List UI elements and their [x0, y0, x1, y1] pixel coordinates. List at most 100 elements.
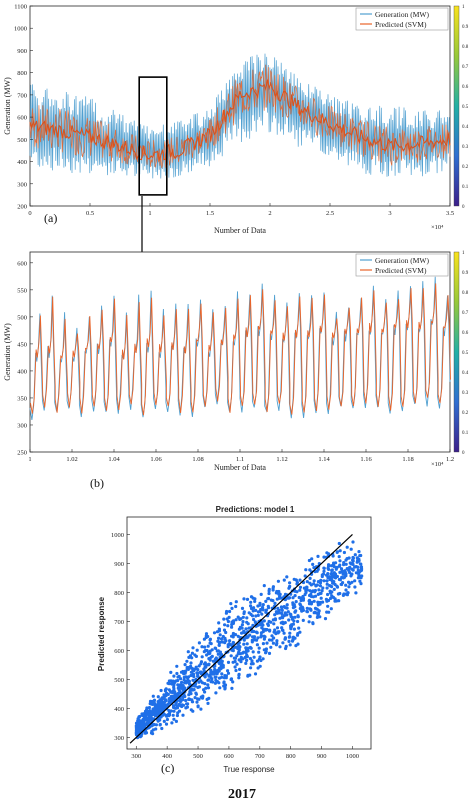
panel-b-xtick-label: 1.06 — [150, 456, 162, 463]
panel-c-xtick-label: 1000 — [346, 753, 359, 760]
predicted-series — [29, 64, 451, 169]
panel-a-ytick-label: 200 — [17, 204, 27, 211]
colorbar-tick-label: 0.2 — [462, 411, 469, 416]
panel-c-xtick-label: 600 — [224, 753, 234, 760]
panel-c-fit-line — [129, 533, 353, 744]
panel-b-xtick-label: 1.08 — [192, 456, 203, 463]
panel-c-xtick-label: 800 — [286, 753, 296, 760]
panel-c-y-axis: 300 400 500 600 700 800 900 1000 — [111, 532, 130, 742]
panel-a-ytick-label: 900 — [17, 48, 27, 55]
panel-a-ylabel: Generation (MW) — [3, 77, 12, 135]
panel-b-ytick-label: 450 — [17, 341, 27, 348]
panel-b-x-axis: 1 1.02 1.04 1.06 1.08 1.1 1.12 1.14 1.16 1.18 1.2 — [28, 449, 454, 463]
panel-c-ytick-label: 300 — [114, 735, 124, 742]
panel-c-caption: 2017 — [228, 787, 256, 802]
panel-b-ytick-label: 500 — [17, 314, 27, 321]
panel-c-ytick-label: 500 — [114, 677, 124, 684]
panel-a-series — [29, 53, 451, 179]
predicted-series-core — [29, 79, 451, 162]
panel-a-x-axis: 0 0.5 1 1.5 2 2.5 3 3.5 — [28, 203, 454, 217]
panel-c-xtick-label: 900 — [317, 753, 327, 760]
panel-a-legend: Generation (MW) Predicted (SVM) — [355, 7, 449, 31]
panel-a-xlabel: Number of Data — [214, 226, 266, 235]
panel-b-xtick-label: 1.2 — [446, 456, 454, 463]
panel-b-xtick-label: 1.1 — [236, 456, 244, 463]
panel-b-label: (b) — [90, 476, 104, 490]
panel-a-ytick-label: 800 — [17, 70, 27, 77]
legend-generation-label: Generation (MW) — [375, 256, 429, 265]
panel-b-ytick-label: 550 — [17, 287, 27, 294]
panel-a-xtick-label: 1 — [148, 210, 151, 217]
colorbar-tick-label: 0.6 — [462, 331, 469, 336]
colorbar-tick-label: 1 — [462, 251, 465, 256]
panel-a-xtick-label: 3 — [388, 210, 391, 217]
panel-b-xtick-label: 1.04 — [108, 456, 120, 463]
panel-a-xtick-label: 2.5 — [326, 210, 334, 217]
panel-c-label: (c) — [161, 761, 174, 775]
panel-c-x-axis: 300 400 500 600 700 800 900 1000 — [131, 746, 359, 760]
colorbar-tick-label: 1 — [462, 5, 465, 10]
panel-a-xtick-label: 3.5 — [446, 210, 454, 217]
panel-b-ytick-label: 300 — [17, 422, 27, 429]
panel-c-xtick-label: 400 — [162, 753, 172, 760]
colorbar-tick-label: 0.7 — [462, 65, 469, 70]
colorbar-a: 0 0.1 0.2 0.3 0.4 0.5 0.6 0.7 0.8 0.9 1 — [453, 5, 469, 210]
colorbar-gradient — [453, 5, 460, 207]
panel-b-xtick-label: 1.18 — [402, 456, 413, 463]
panel-a-label: (a) — [44, 211, 57, 225]
panel-b-legend: Generation (MW) Predicted (SVM) — [355, 253, 449, 277]
colorbar-tick-label: 0.8 — [462, 291, 469, 296]
colorbar-tick-label: 0.6 — [462, 85, 469, 90]
panel-c: Predictions: model 1 300 400 500 600 700 800 9… — [97, 505, 372, 802]
colorbar-tick-label: 0.8 — [462, 45, 469, 50]
legend-predicted-label: Predicted (SVM) — [375, 266, 427, 275]
panel-b-y-axis: 250 300 350 400 450 500 550 600 — [17, 260, 33, 457]
panel-c-xlabel: True response — [223, 765, 275, 774]
panel-c-ytick-label: 1000 — [111, 532, 124, 539]
predicted-series — [30, 283, 451, 416]
panel-b-x-exponent: ×10⁴ — [431, 461, 444, 468]
panel-b-xlabel: Number of Data — [214, 463, 266, 472]
panel-a-ytick-label: 300 — [17, 181, 27, 188]
panel-a-xtick-label: 2 — [268, 210, 271, 217]
colorbar-tick-label: 0.9 — [462, 25, 469, 30]
colorbar-tick-label: 0 — [462, 205, 465, 210]
panel-b-ytick-label: 600 — [17, 260, 27, 267]
panel-b-ylabel: Generation (MW) — [3, 323, 12, 381]
colorbar-gradient — [453, 251, 460, 453]
panel-c-ytick-label: 700 — [114, 619, 124, 626]
panel-b: 250 300 350 400 450 500 550 600 1 1.02 1.04 1.06 1.… — [3, 251, 469, 490]
panel-c-xtick-label: 300 — [131, 753, 141, 760]
legend-box — [355, 7, 449, 31]
panel-b-xtick-label: 1.12 — [276, 456, 287, 463]
colorbar-tick-label: 0.9 — [462, 271, 469, 276]
colorbar-tick-label: 0.2 — [462, 165, 469, 170]
panel-b-xtick-label: 1.14 — [318, 456, 330, 463]
panel-b-xtick-label: 1.16 — [360, 456, 372, 463]
colorbar-tick-label: 0 — [462, 451, 465, 456]
panel-a-xtick-label: 1.5 — [206, 210, 214, 217]
panel-b-ytick-label: 250 — [17, 450, 27, 457]
colorbar-tick-label: 0.3 — [462, 391, 469, 396]
panel-a-ytick-label: 1000 — [14, 26, 27, 33]
colorbar-tick-label: 0.4 — [462, 125, 469, 130]
panel-a-y-axis: 200 300 400 500 600 700 800 900 1000 1100 — [14, 4, 33, 211]
panel-b-xtick-label: 1.02 — [66, 456, 77, 463]
panel-b-ytick-label: 350 — [17, 395, 27, 402]
colorbar-tick-label: 0.3 — [462, 145, 469, 150]
panel-b-series — [29, 276, 451, 420]
colorbar-tick-label: 0.5 — [462, 351, 469, 356]
legend-generation-label: Generation (MW) — [375, 10, 429, 19]
panel-a: 200 300 400 500 600 700 800 900 1000 1100 0 0.5 1 1.… — [3, 4, 469, 236]
panel-b-xtick-label: 1 — [28, 456, 31, 463]
panel-c-ytick-label: 900 — [114, 561, 124, 568]
panel-c-xtick-label: 700 — [255, 753, 265, 760]
legend-box — [355, 253, 449, 277]
colorbar-tick-label: 0.7 — [462, 311, 469, 316]
colorbar-tick-label: 0.1 — [462, 431, 469, 436]
panel-a-xtick-label: 0 — [28, 210, 31, 217]
panel-a-ytick-label: 600 — [17, 115, 27, 122]
panel-c-ytick-label: 600 — [114, 648, 124, 655]
panel-b-ytick-label: 400 — [17, 368, 27, 375]
